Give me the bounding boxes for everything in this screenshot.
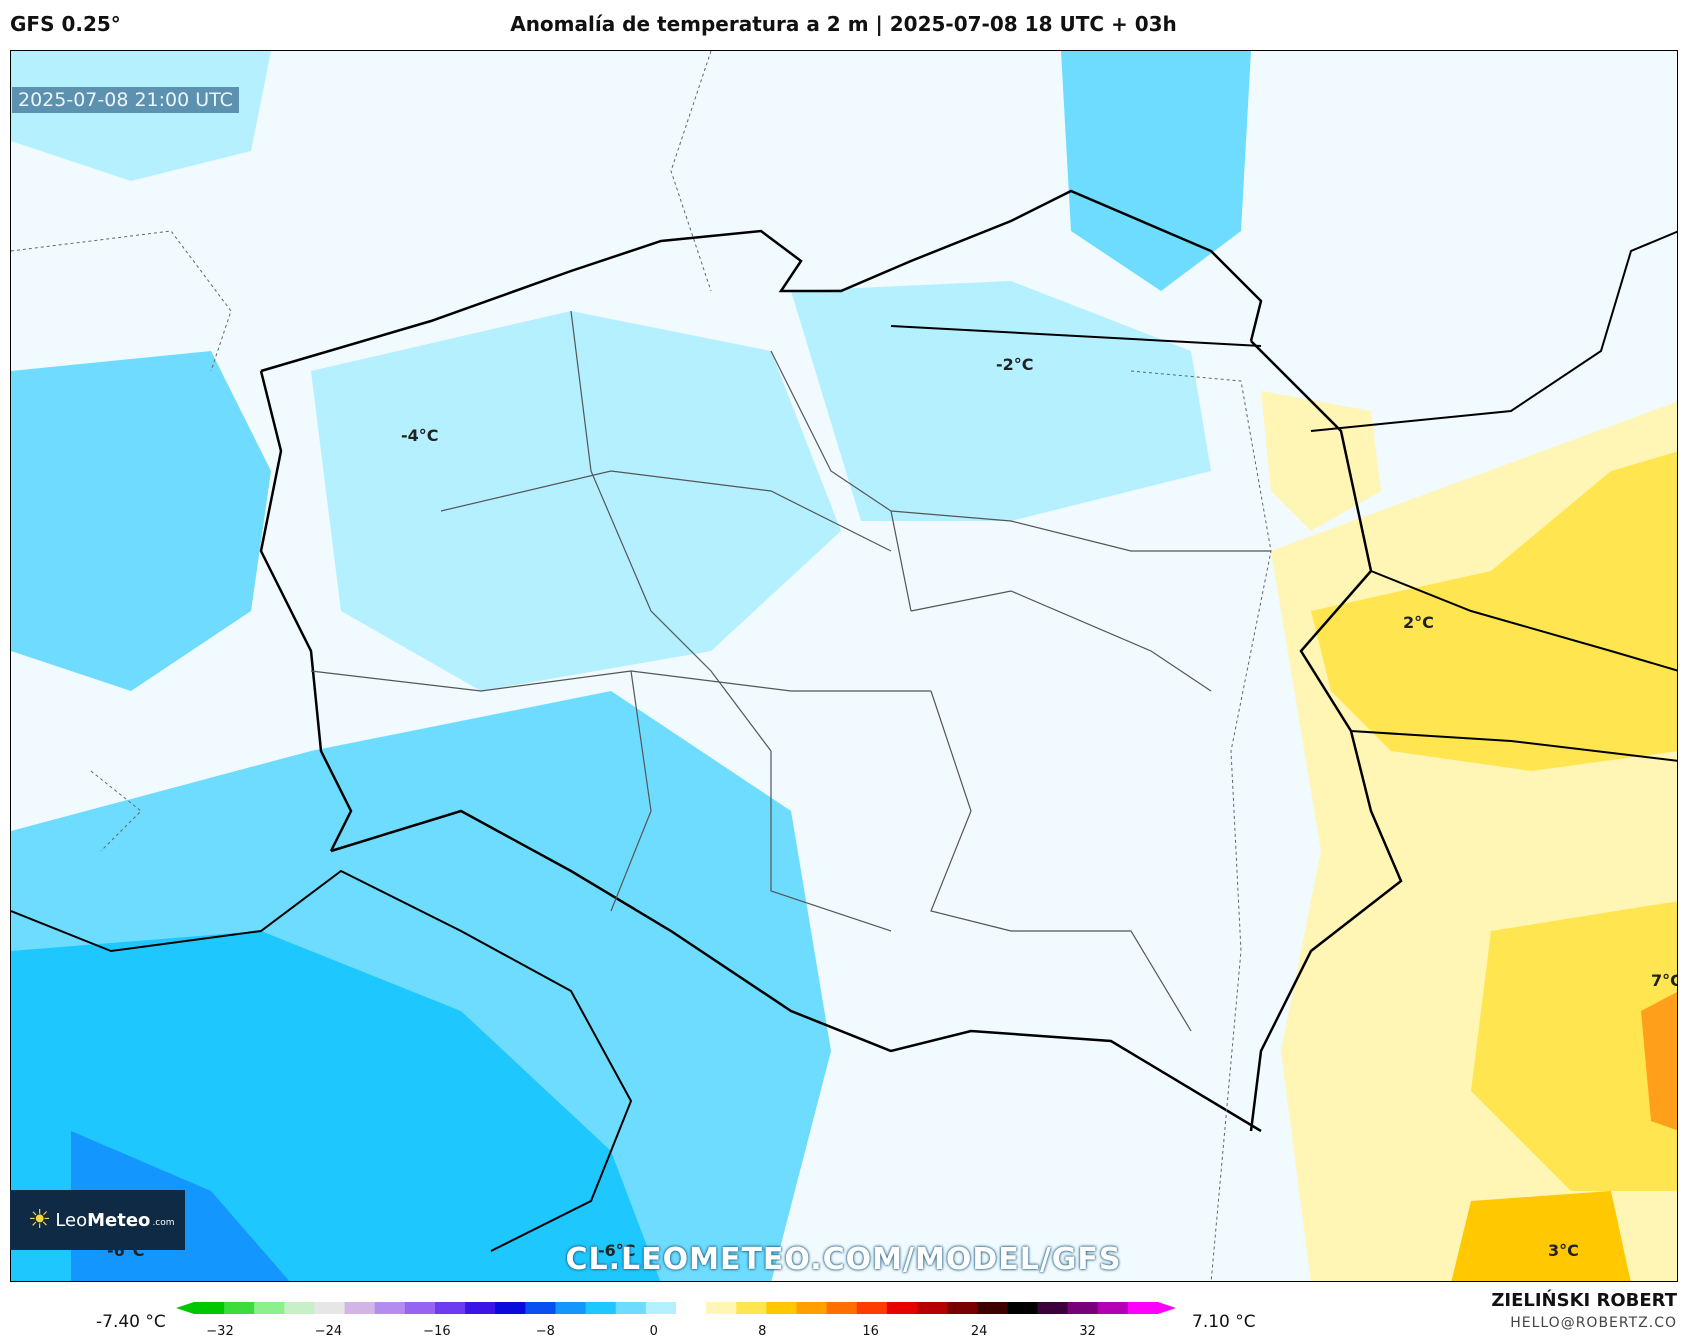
colorbar-max-label: 7.10 °C [1192,1312,1256,1332]
colorbar-segment [344,1302,376,1314]
colorbar-segment [585,1302,617,1314]
cold-northeast-sea [1061,51,1251,291]
kaliningrad-border [890,325,1262,347]
poland-border-west [259,370,353,852]
cold-northwest-region [11,51,271,181]
contour-label: 7°C [1651,971,1677,990]
colorbar-segment [645,1302,677,1314]
east-country-border-2 [1350,730,1677,762]
colorbar-segment [495,1302,526,1314]
colorbar-tick-label: −8 [535,1324,555,1339]
colorbar-tick-label: 24 [970,1324,988,1339]
colorbar-segment [525,1302,556,1314]
author-name: ZIELIŃSKI ROBERT [1491,1290,1677,1311]
colorbar-segment [404,1302,436,1314]
cold-north-region [791,281,1211,521]
colorbar-segment [314,1302,346,1314]
czech-border [11,869,633,1252]
cold-west-region [11,351,271,691]
colorbar-tick-label: 0 [649,1324,658,1339]
colorbar-segment [284,1302,315,1314]
colorbar-tick-label: −24 [314,1324,343,1339]
colorbar-tick-label: −16 [423,1324,451,1339]
warmer-east-region [1311,451,1677,771]
contour-label: -6°C [598,1241,636,1260]
logo-suffix: .com [152,1218,175,1228]
colorbar-segment [917,1302,948,1314]
colorbar-segment [1067,1302,1099,1314]
colorbar-min-extension [176,1302,194,1314]
contour-label: 3°C [1548,1241,1579,1260]
cold-central-region [311,311,841,691]
colorbar-segment [435,1302,466,1314]
colorbar-segment [555,1302,587,1314]
colorbar-segment [676,1302,707,1314]
colorbar-segment [766,1302,797,1314]
temperature-anomaly-map: -2°C -4°C 2°C 7°C -6°C -6°C 3°C [10,50,1678,1282]
colorbar-segment [1007,1302,1038,1314]
east-country-border [1370,570,1677,672]
contour-lines [11,51,1272,1281]
logo-text-light: Leo [55,1209,88,1231]
colorbar-segment [1037,1302,1069,1314]
north-east-border [1310,230,1677,432]
author-email: HELLO@ROBERTZ.CO [1510,1315,1677,1331]
map-title: Anomalía de temperatura a 2 m | 2025-07-… [510,12,1177,36]
poland-border-south [330,809,1262,1133]
warmer-southeast-region [1471,901,1677,1191]
colorbar-segment [886,1302,918,1314]
poland-border-east [1249,340,1403,1132]
leometeo-logo[interactable]: ☀ Leo Meteo .com [10,1190,185,1250]
colorbar-max-extension [1158,1302,1176,1314]
colorbar-segment [194,1302,225,1314]
colorbar-segment [1097,1302,1129,1314]
contour-label: -4°C [401,426,439,445]
sun-icon: ☀ [28,1205,52,1235]
colorbar-segment [465,1302,496,1314]
contour-label: 2°C [1403,613,1434,632]
colorbar-tick-label: −32 [206,1324,234,1339]
colorbar-segment [826,1302,858,1314]
colorbar-segment [736,1302,767,1314]
contour-label: -2°C [996,355,1034,374]
colorbar-tick-label: 8 [758,1324,767,1339]
logo-text-bold: Meteo [87,1209,151,1231]
colorbar [176,1302,1176,1314]
model-name: GFS 0.25° [10,12,121,36]
colorbar-segment [706,1302,737,1314]
valid-time-badge: 2025-07-08 21:00 UTC [12,87,239,113]
colorbar-tick-label: 16 [862,1324,879,1339]
map-canvas [11,51,1677,1281]
colorbar-segment [224,1302,255,1314]
admin-boundaries [310,310,1271,1032]
colorbar-segment [254,1302,285,1314]
warm-southeast-corner [1451,1191,1631,1281]
colorbar-segment [615,1302,647,1314]
colorbar-segment [947,1302,978,1314]
colorbar-tick-label: 32 [1079,1324,1096,1339]
colorbar-segment [856,1302,888,1314]
colorbar-segment [1127,1302,1159,1314]
baltic-coastline [260,189,1263,373]
watermark-url: CL.LEOMETEO.COM/MODEL/GFS [565,1242,1122,1277]
colorbar-segment [374,1302,406,1314]
colorbar-segment [977,1302,1008,1314]
colorbar-min-label: -7.40 °C [96,1312,166,1332]
colorbar-segment [796,1302,828,1314]
hot-spot-east [1641,992,1677,1131]
